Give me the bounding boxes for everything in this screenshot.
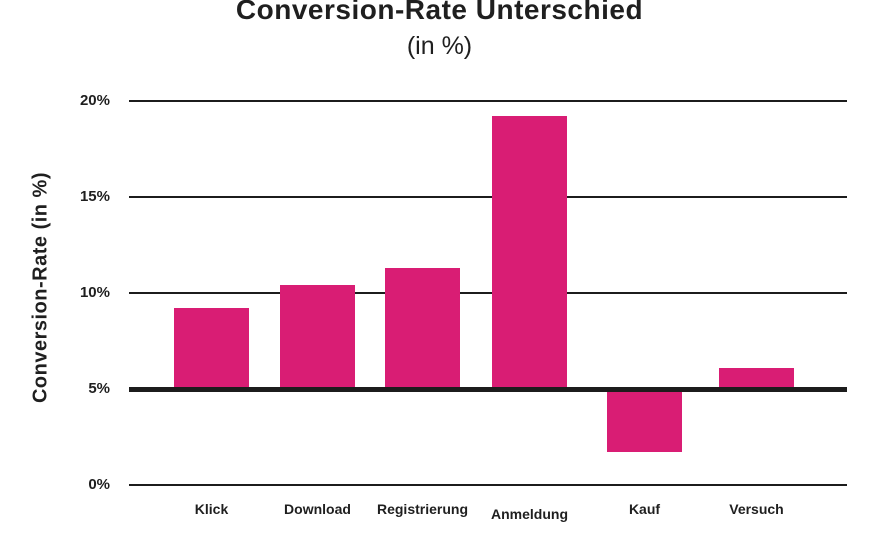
x-label-kauf: Kauf	[628, 501, 661, 517]
plot-area	[129, 100, 847, 486]
y-tick-10pct: 10%	[79, 284, 110, 301]
bar-klick	[174, 308, 249, 389]
bar-kauf	[607, 389, 682, 453]
bar-download	[280, 285, 355, 389]
gridline-0pct	[129, 484, 847, 486]
y-tick-15pct: 15%	[79, 188, 110, 205]
baseline-axis-5pct	[129, 386, 847, 392]
bar-anmeldung	[492, 116, 567, 389]
x-label-klick: Klick	[194, 501, 229, 517]
x-label-versuch: Versuch	[729, 501, 784, 517]
y-tick-20pct: 20%	[79, 92, 110, 109]
gridline-15pct	[129, 196, 847, 198]
gridline-20pct	[129, 100, 847, 102]
y-tick-5pct: 5%	[88, 380, 110, 397]
chart-title: Conversion-Rate Unterschied	[235, 0, 644, 25]
y-tick-0pct: 0%	[88, 476, 110, 493]
bar-registrierung	[385, 268, 460, 389]
x-label-download: Download	[284, 501, 351, 517]
x-label-anmeldung: Anmeldung	[491, 506, 568, 522]
chart-subtitle: (in %)	[406, 32, 473, 60]
gridline-10pct	[129, 292, 847, 294]
bar-versuch	[719, 367, 794, 389]
x-label-registrierung: Registrierung	[376, 501, 468, 517]
